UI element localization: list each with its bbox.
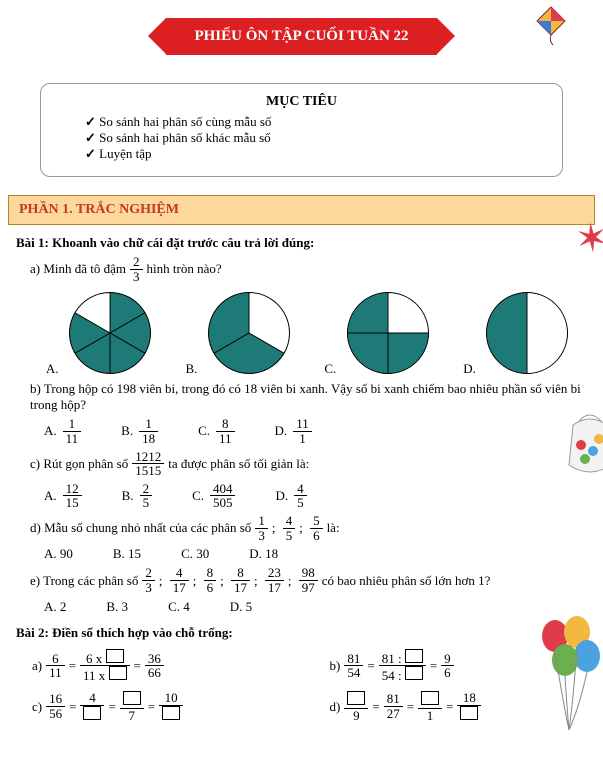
opt-C: C.404505 bbox=[192, 482, 235, 510]
pie-option-A: A. bbox=[46, 289, 154, 377]
opt-A: A.111 bbox=[44, 417, 81, 445]
pie-option-C: C. bbox=[324, 289, 431, 377]
opt-D: D. 18 bbox=[249, 546, 278, 562]
blank-box[interactable] bbox=[123, 691, 141, 705]
goals-list: So sánh hai phân số cùng mẫu số So sánh … bbox=[63, 114, 540, 162]
pie-option-B: B. bbox=[185, 289, 292, 377]
pie-chart bbox=[66, 289, 154, 377]
blank-box[interactable] bbox=[106, 649, 124, 663]
blank-box[interactable] bbox=[405, 666, 423, 680]
goal-item: Luyện tập bbox=[85, 146, 540, 162]
bai2-c: c) 1656 = 4 = 7 = 10 bbox=[32, 691, 290, 722]
q1e-options: A. 2 B. 3 C. 4 D. 5 bbox=[44, 599, 587, 615]
pie-option-D: D. bbox=[463, 289, 571, 377]
q1c-options: A.1215 B.25 C.404505 D.45 bbox=[44, 482, 587, 510]
q1b-options: A.111 B.118 C.811 D.111 bbox=[44, 417, 587, 445]
q1c-stem: c) Rút gọn phân số 12121515 ta được phân… bbox=[30, 450, 587, 478]
opt-C: C.811 bbox=[198, 417, 234, 445]
opt-C: C. 30 bbox=[181, 546, 209, 562]
goals-heading: MỤC TIÊU bbox=[63, 94, 540, 110]
blank-box[interactable] bbox=[109, 666, 127, 680]
blank-box[interactable] bbox=[460, 706, 478, 720]
opt-D: D. 5 bbox=[230, 599, 252, 615]
pie-chart bbox=[344, 289, 432, 377]
blank-box[interactable] bbox=[405, 649, 423, 663]
balloon-icon bbox=[535, 612, 603, 732]
bai2-a: a) 611 = 6 x 11 x = 3666 bbox=[32, 649, 290, 683]
opt-B: B.25 bbox=[122, 482, 152, 510]
q1e-stem: e) Trong các phân số 23; 417; 86; 817; 2… bbox=[30, 566, 587, 594]
goals-box: MỤC TIÊU So sánh hai phân số cùng mẫu số… bbox=[40, 83, 563, 177]
bai2-row-ab: a) 611 = 6 x 11 x = 3666 b) 8154 = 81 : … bbox=[32, 649, 587, 683]
kite-icon bbox=[529, 5, 573, 49]
blank-box[interactable] bbox=[347, 691, 365, 705]
opt-A: A. 90 bbox=[44, 546, 73, 562]
banner-title: PHIẾU ÔN TẬP CUỐI TUẦN 22 bbox=[166, 18, 436, 55]
content: ✶ Bài 1: Khoanh vào chữ cái đặt trước câ… bbox=[0, 235, 603, 722]
bai1-title: Bài 1: Khoanh vào chữ cái đặt trước câu … bbox=[16, 235, 587, 251]
q1b-stem: b) Trong hộp có 198 viên bi, trong đó có… bbox=[30, 381, 587, 413]
opt-A: A.1215 bbox=[44, 482, 82, 510]
text: a) Minh đã tô đậm bbox=[30, 261, 126, 277]
bai2-row-cd: c) 1656 = 4 = 7 = 10 d) 9 = 8127 = 1 = 1… bbox=[32, 691, 587, 722]
goal-item: So sánh hai phân số khác mẫu số bbox=[85, 130, 540, 146]
opt-D: D.111 bbox=[275, 417, 312, 445]
header: PHIẾU ÔN TẬP CUỐI TUẦN 22 bbox=[0, 0, 603, 55]
pie-chart bbox=[483, 289, 571, 377]
blank-box[interactable] bbox=[162, 706, 180, 720]
fraction: 23 bbox=[130, 255, 143, 283]
opt-C: C. 4 bbox=[168, 599, 190, 615]
opt-B: B.118 bbox=[121, 417, 158, 445]
pie-row: A. B. C. bbox=[30, 289, 587, 377]
text: hình tròn nào? bbox=[147, 261, 222, 277]
star-icon: ✶ bbox=[574, 214, 603, 264]
opt-B: B. 15 bbox=[113, 546, 141, 562]
blank-box[interactable] bbox=[421, 691, 439, 705]
opt-D: D.45 bbox=[275, 482, 306, 510]
section-1-header: PHẦN 1. TRẮC NGHIỆM bbox=[8, 195, 595, 225]
goal-item: So sánh hai phân số cùng mẫu số bbox=[85, 114, 540, 130]
pie-chart bbox=[205, 289, 293, 377]
opt-A: A. 2 bbox=[44, 599, 66, 615]
blank-box[interactable] bbox=[83, 706, 101, 720]
opt-B: B. 3 bbox=[106, 599, 128, 615]
q1d-stem: d) Mẫu số chung nhỏ nhất của các phân số… bbox=[30, 514, 587, 542]
q1d-options: A. 90 B. 15 C. 30 D. 18 bbox=[44, 546, 587, 562]
bai2-title: Bài 2: Điền số thích hợp vào chỗ trống: bbox=[16, 625, 587, 641]
q1a-stem: a) Minh đã tô đậm 23 hình tròn nào? bbox=[30, 255, 587, 283]
candy-bag-icon bbox=[563, 407, 603, 477]
